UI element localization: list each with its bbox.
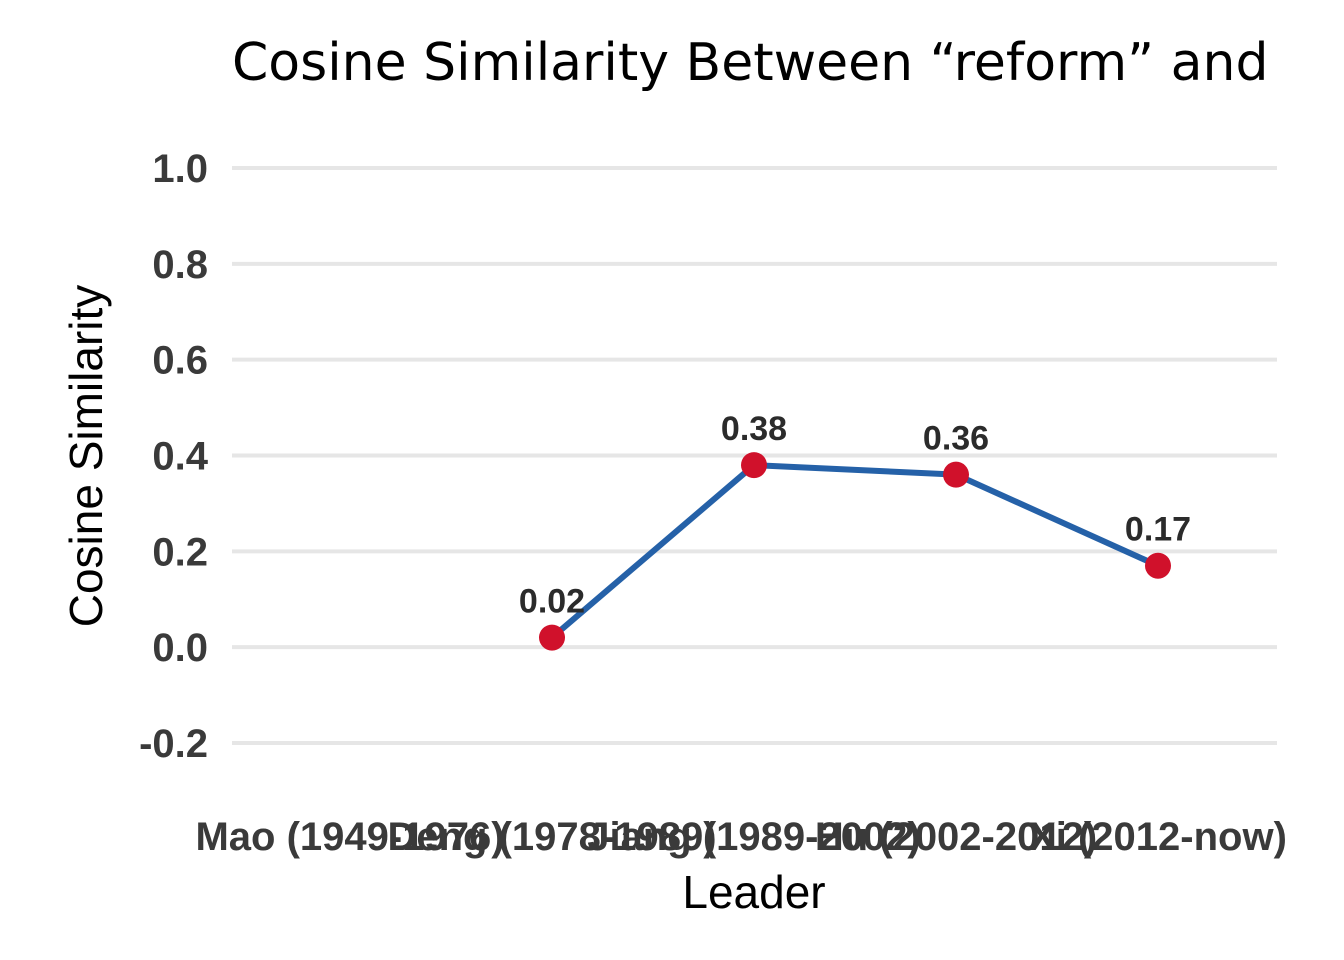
x-tick-label: Xi (2012-now) [1029, 815, 1287, 859]
x-tick-label: Hu (2002-2012) [815, 815, 1097, 859]
y-tick-label: 0.0 [152, 626, 208, 670]
data-point [539, 624, 565, 651]
y-tick-label: -0.2 [139, 722, 208, 766]
y-axis-ticks: -0.2 0.0 0.2 0.4 0.6 0.8 1.0 [139, 147, 209, 766]
y-tick-label: 0.6 [152, 339, 208, 383]
x-tick-label: Jiang (1989-2002) [587, 815, 921, 859]
data-point [943, 461, 969, 488]
x-tick-label: Mao (1949-1976) [195, 815, 504, 859]
data-point [741, 452, 767, 479]
series-layer [539, 452, 1171, 651]
data-label: 0.17 [1125, 511, 1191, 549]
data-label: 0.02 [519, 583, 585, 621]
y-axis-label: Cosine Similarity [60, 285, 112, 628]
chart-title: Cosine Similarity Between “reform” and [232, 33, 1268, 93]
data-labels: 0.02 0.38 0.36 0.17 [519, 410, 1191, 620]
x-tick-label: Deng (1978-1989) [387, 815, 716, 859]
y-tick-label: 1.0 [152, 147, 208, 191]
gridlines [232, 166, 1277, 745]
data-label: 0.36 [923, 420, 989, 458]
x-axis-ticks: Mao (1949-1976)Deng (1978-1989)Jiang (19… [195, 815, 1286, 859]
y-tick-label: 0.2 [152, 530, 208, 574]
y-tick-label: 0.4 [152, 435, 208, 479]
data-point [1145, 552, 1171, 579]
x-axis-label: Leader [682, 866, 825, 918]
series-line [549, 462, 1161, 641]
data-label: 0.38 [721, 410, 787, 448]
y-tick-label: 0.8 [152, 243, 208, 287]
